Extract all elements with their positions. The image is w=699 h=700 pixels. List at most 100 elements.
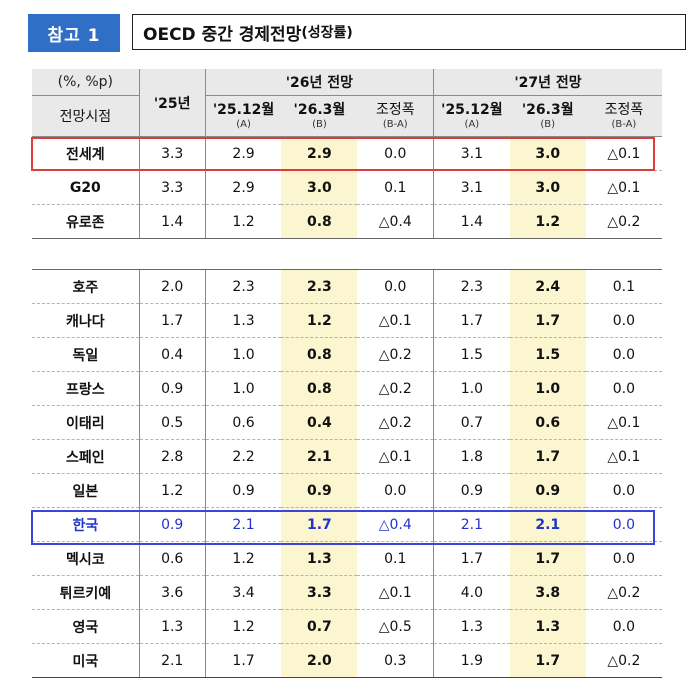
value-cell: △0.2 (585, 204, 662, 239)
value-cell: 3.0 (509, 136, 586, 171)
value-cell: 2.1 (204, 507, 282, 542)
table-body: 전세계 3.3 2.9 2.9 0.0 3.1 3.0 △0.1 G20 3.3 2.9 3.0 0.1… (32, 136, 662, 678)
value-cell: 1.0 (204, 371, 282, 406)
value-cell: 0.0 (585, 303, 662, 338)
spacer-cell (509, 238, 586, 270)
unit-label: (%, %p) (32, 69, 140, 96)
value-cell: 2.9 (204, 170, 282, 205)
value-cell: 1.7 (204, 643, 282, 678)
value-cell: △0.1 (585, 405, 662, 440)
value-cell: 0.9 (433, 473, 510, 508)
subcol-sub: (A) (464, 119, 480, 130)
title-subtitle: (성장률) (301, 25, 353, 41)
table-row: 유로존 1.4 1.2 0.8 △0.4 1.4 1.2 △0.2 (32, 204, 662, 239)
country-name: 한국 (32, 507, 140, 542)
value-cell: △0.1 (357, 303, 434, 338)
country-name: 유로존 (32, 204, 140, 239)
country-name: 영국 (32, 609, 140, 644)
value-cell: 0.8 (281, 204, 358, 239)
value-cell: 2.4 (509, 269, 586, 304)
value-cell: 1.7 (281, 507, 358, 542)
value-cell: 3.8 (509, 575, 586, 610)
value-cell: 1.7 (433, 541, 510, 576)
table-row: 한국 0.9 2.1 1.7 △0.4 2.1 2.1 0.0 (32, 507, 662, 542)
value-cell: 3.0 (281, 170, 358, 205)
value-cell: △0.1 (585, 439, 662, 474)
value-cell: 0.9 (138, 507, 206, 542)
value-cell: 1.8 (433, 439, 510, 474)
value-cell: 0.4 (281, 405, 358, 440)
page-title: OECD 중간 경제전망 (성장률) (132, 14, 686, 50)
value-cell: 1.3 (138, 609, 206, 644)
subcol-sub: (A) (236, 119, 251, 130)
subcol-main: 조정폭 (604, 102, 644, 118)
value-cell: 0.9 (204, 473, 282, 508)
value-cell: 2.3 (433, 269, 510, 304)
value-cell: 3.6 (138, 575, 206, 610)
subcol-main: '25.12월 (212, 102, 275, 118)
subcol-sub: (B) (540, 119, 556, 130)
value-cell: 0.0 (585, 609, 662, 644)
value-cell: 3.4 (204, 575, 282, 610)
group-header-2027: '27년 전망 (433, 69, 662, 96)
value-cell: 2.0 (281, 643, 358, 678)
table-row: 독일 0.4 1.0 0.8 △0.2 1.5 1.5 0.0 (32, 337, 662, 372)
spacer-cell (433, 238, 510, 270)
value-cell: △0.2 (585, 575, 662, 610)
value-cell: 2.2 (204, 439, 282, 474)
spacer-cell (585, 238, 662, 270)
group-header-2026: '26년 전망 (204, 69, 434, 96)
value-cell: 0.0 (585, 337, 662, 372)
table-row: 프랑스 0.9 1.0 0.8 △0.2 1.0 1.0 0.0 (32, 371, 662, 406)
value-cell: 1.0 (509, 371, 586, 406)
value-cell: 0.0 (357, 269, 434, 304)
country-name: 이태리 (32, 405, 140, 440)
value-cell: 1.3 (204, 303, 282, 338)
value-cell: 2.8 (138, 439, 206, 474)
value-cell: 0.0 (585, 507, 662, 542)
value-cell: △0.2 (585, 643, 662, 678)
country-name: 미국 (32, 643, 140, 678)
value-cell: 0.0 (585, 473, 662, 508)
value-cell: △0.2 (357, 405, 434, 440)
value-cell: 3.3 (138, 136, 206, 171)
value-cell: 0.1 (585, 269, 662, 304)
reference-badge: 참고 1 (28, 14, 120, 52)
spacer-cell (205, 238, 282, 270)
table-row: 미국 2.1 1.7 2.0 0.3 1.9 1.7 △0.2 (32, 643, 662, 678)
value-cell: 0.1 (357, 541, 434, 576)
value-cell: 0.6 (204, 405, 282, 440)
row-header-label: 전망시점 (32, 95, 140, 137)
value-cell: 0.1 (357, 170, 434, 205)
value-cell: 1.7 (509, 541, 586, 576)
value-cell: 2.1 (433, 507, 510, 542)
value-cell: 2.1 (281, 439, 358, 474)
value-cell: 2.0 (138, 269, 206, 304)
value-cell: 0.8 (281, 371, 358, 406)
value-cell: 0.6 (509, 405, 586, 440)
value-cell: 1.0 (433, 371, 510, 406)
table-row: 캐나다 1.7 1.3 1.2 △0.1 1.7 1.7 0.0 (32, 303, 662, 338)
table-row: 튀르키예 3.6 3.4 3.3 △0.1 4.0 3.8 △0.2 (32, 575, 662, 610)
value-cell: 0.7 (433, 405, 510, 440)
country-name: 스페인 (32, 439, 140, 474)
value-cell: 1.5 (509, 337, 586, 372)
value-cell: △0.4 (357, 204, 434, 239)
value-cell: 0.9 (281, 473, 358, 508)
country-name: 독일 (32, 337, 140, 372)
value-cell: 1.3 (281, 541, 358, 576)
value-cell: 2.9 (204, 136, 282, 171)
value-cell: 0.7 (281, 609, 358, 644)
country-name: 멕시코 (32, 541, 140, 576)
table-row: 멕시코 0.6 1.2 1.3 0.1 1.7 1.7 0.0 (32, 541, 662, 576)
value-cell: 0.6 (138, 541, 206, 576)
value-cell: 3.1 (433, 136, 510, 171)
subcol-header: '26.3월 (B) (281, 95, 358, 137)
value-cell: 0.0 (357, 136, 434, 171)
value-cell: 1.7 (433, 303, 510, 338)
value-cell: 0.9 (138, 371, 206, 406)
value-cell: 1.4 (433, 204, 510, 239)
value-cell: △0.1 (357, 575, 434, 610)
oecd-forecast-table: (%, %p) '25년 '26년 전망 '27년 전망 전망시점 '25.12… (32, 69, 662, 678)
value-cell: 0.3 (357, 643, 434, 678)
